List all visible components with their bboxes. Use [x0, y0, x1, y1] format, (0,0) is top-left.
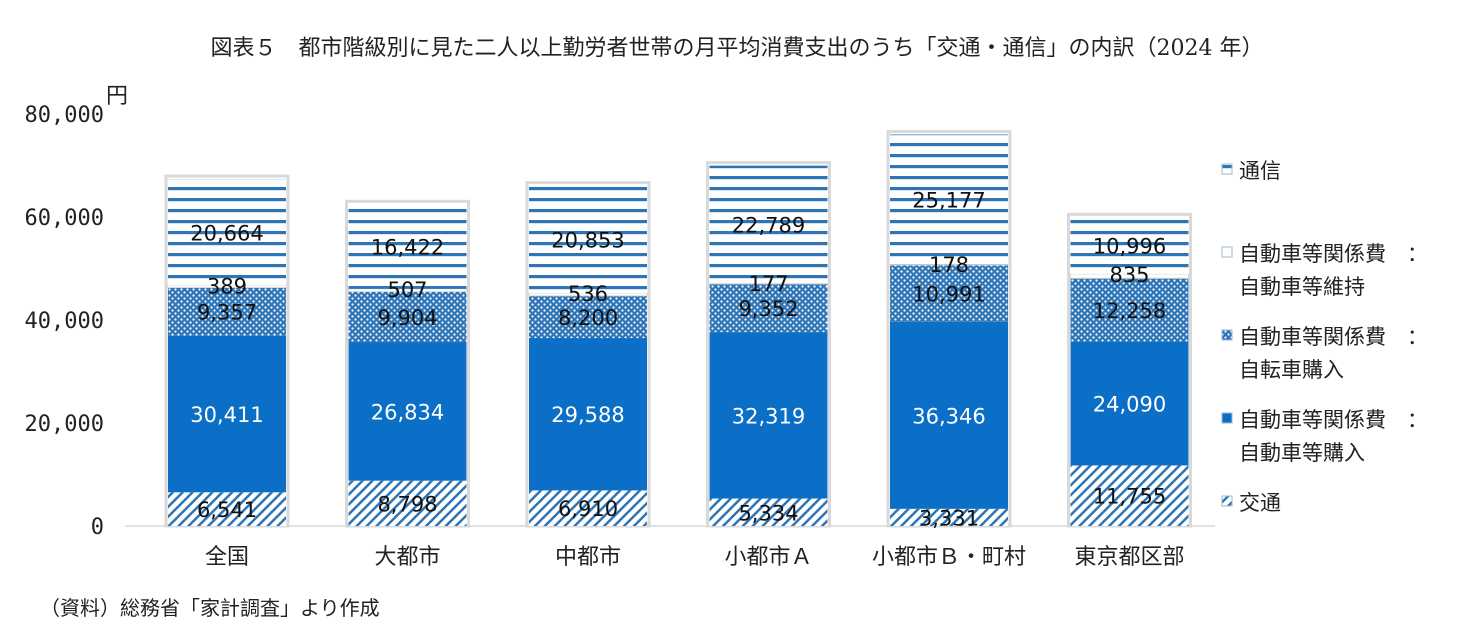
data-label: 10,996: [1093, 235, 1166, 259]
legend-swatch: [1221, 412, 1233, 424]
bar-segment: [890, 321, 1008, 509]
data-label: 6,541: [197, 498, 257, 522]
y-tick-label: 40,000: [25, 309, 104, 334]
data-label: 12,258: [1093, 299, 1166, 323]
data-label: 11,755: [1093, 485, 1166, 509]
bar-segment: [348, 291, 467, 343]
legend-swatch: [1221, 329, 1233, 341]
y-unit-label: 円: [106, 84, 128, 109]
data-label: 9,904: [377, 306, 437, 330]
bar-segment: [709, 283, 828, 333]
bar-segment: [890, 134, 1008, 265]
data-label: 5,334: [738, 501, 798, 525]
data-label: 25,177: [912, 188, 985, 212]
data-label: 178: [929, 253, 969, 277]
y-tick-label: 0: [91, 515, 104, 540]
data-label: 507: [387, 278, 427, 302]
y-axis: 0 20,000 40,000 60,000 80,000: [25, 103, 104, 540]
data-label: 3,331: [919, 506, 979, 530]
data-label: 29,588: [551, 403, 624, 427]
x-axis-categories: 全国 大都市 中都市 小都市Ａ 小都市Ｂ・町村 東京都区部: [205, 545, 1185, 570]
data-label: 835: [1109, 263, 1149, 287]
legend-label: 自動車等関係費 ：: [1239, 325, 1428, 349]
y-tick-label: 60,000: [25, 206, 104, 231]
bar-segment: [529, 185, 647, 294]
bar-segment: [890, 265, 1008, 322]
bar-segment: [1070, 217, 1189, 274]
bar-segment: [709, 498, 828, 526]
x-category-label: 小都市Ｂ・町村: [872, 545, 1026, 570]
legend-label: 自動車等関係費 ：: [1239, 242, 1428, 266]
data-label: 32,319: [732, 404, 805, 428]
data-label: 389: [207, 275, 247, 299]
legend-label: 交通: [1239, 491, 1281, 515]
bar-segment: [529, 490, 647, 526]
data-label: 8,200: [558, 306, 618, 330]
data-label: 16,422: [371, 236, 444, 260]
bar-segment: [1070, 278, 1189, 342]
data-label: 8,798: [377, 492, 437, 516]
legend-label: 自動車等関係費 ：: [1239, 408, 1428, 432]
data-label: 20,853: [551, 228, 624, 252]
bar-segment: [168, 287, 286, 336]
data-label: 20,664: [190, 221, 263, 245]
legend-label-line2: 自動車等購入: [1239, 441, 1365, 465]
data-label: 9,357: [197, 301, 257, 325]
data-label: 536: [568, 282, 608, 306]
bar-segment: [348, 342, 467, 481]
bar-segment: [709, 332, 828, 499]
data-label: 24,090: [1093, 392, 1166, 416]
x-category-label: 大都市: [374, 545, 440, 570]
legend-swatch: [1221, 495, 1233, 507]
x-category-label: 東京都区部: [1074, 545, 1184, 570]
data-label: 30,411: [190, 403, 263, 427]
data-label: 177: [748, 272, 788, 296]
legend-label-line2: 自動車等維持: [1239, 275, 1365, 299]
bar-segment: [168, 179, 286, 286]
data-label: 6,910: [558, 497, 618, 521]
bar-segment: [1070, 341, 1189, 466]
bar-segment: [890, 508, 1008, 526]
source-note: （資料）総務省「家計調査」より作成: [40, 596, 380, 620]
bars-group: [164, 129, 1192, 528]
bar-segment: [168, 335, 286, 493]
bar-segment: [709, 165, 828, 284]
bar-segment: [1070, 465, 1189, 526]
x-category-label: 小都市Ａ: [724, 545, 812, 570]
y-tick-label: 20,000: [25, 412, 104, 437]
legend-label-line2: 自転車購入: [1239, 358, 1344, 382]
y-tick-label: 80,000: [25, 103, 104, 128]
legend-swatch: [1221, 163, 1233, 175]
bar-segment: [168, 492, 286, 526]
x-category-label: 中都市: [555, 545, 621, 570]
legend-swatch: [1221, 246, 1233, 258]
data-label: 36,346: [912, 404, 985, 428]
data-label: 26,834: [371, 401, 444, 425]
data-label: 9,352: [738, 297, 798, 321]
bar-segment: [348, 204, 467, 289]
data-label: 10,991: [912, 282, 985, 306]
x-category-label: 全国: [205, 545, 249, 570]
bar-segment: [529, 338, 647, 491]
chart-title: 図表５ 都市階級別に見た二人以上勤労者世帯の月平均消費支出のうち「交通・通信」の…: [210, 36, 1264, 61]
data-label: 22,789: [732, 213, 805, 237]
bar-segment: [529, 295, 647, 339]
legend-label: 通信: [1239, 159, 1281, 183]
bar-segment: [348, 480, 467, 526]
